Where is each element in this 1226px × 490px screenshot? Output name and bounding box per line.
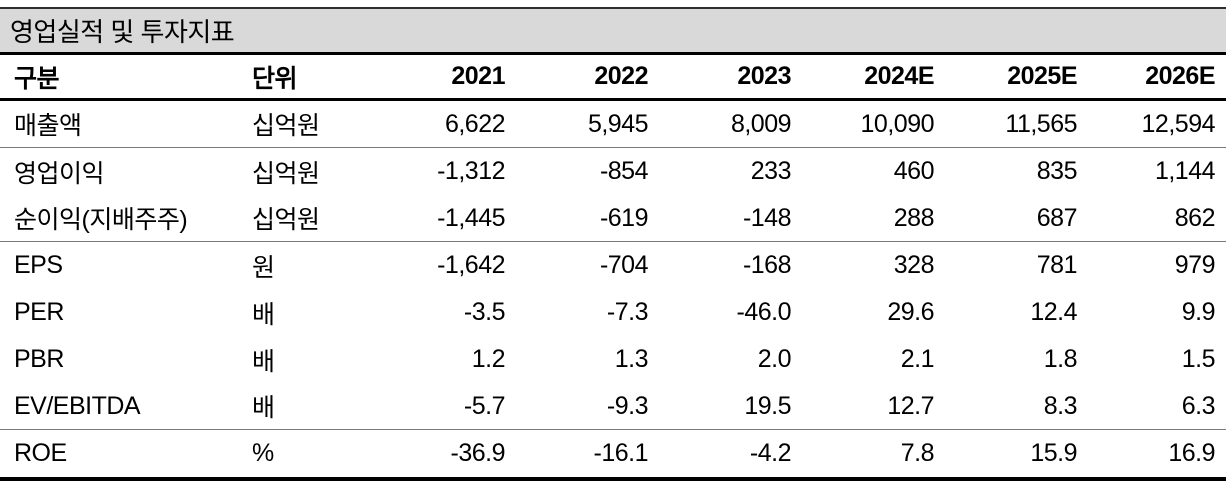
row-unit: 십억원: [252, 206, 320, 234]
value-cell: 233: [750, 157, 791, 185]
value-cell: 835: [1036, 157, 1077, 185]
row-label: ROE: [14, 439, 67, 467]
value-cell: -46.0: [736, 298, 791, 326]
value-cell: -16.1: [593, 439, 648, 467]
row-label: EPS: [14, 251, 63, 279]
value-cell: -704: [599, 251, 648, 279]
value-cell: 687: [1036, 203, 1077, 232]
value-cell: -1,445: [437, 203, 505, 232]
value-cell: 12.7: [887, 391, 934, 420]
value-cell: 979: [1174, 251, 1215, 279]
value-cell: 11,565: [1005, 109, 1077, 138]
table-row: ROE % -36.9 -16.1 -4.2 7.8 15.9 16.9: [0, 430, 1226, 477]
value-cell: -9.3: [606, 391, 648, 420]
column-header-unit: 단위: [252, 64, 298, 93]
value-cell: 1.8: [1043, 345, 1077, 373]
value-cell: -854: [599, 157, 648, 185]
value-cell: 2.1: [900, 345, 934, 373]
value-cell: 2.0: [757, 345, 791, 373]
row-label: PER: [14, 298, 64, 326]
row-unit: %: [252, 439, 274, 467]
table-title: 영업실적 및 투자지표: [10, 17, 235, 47]
value-cell: 15.9: [1030, 439, 1077, 467]
value-cell: 9.9: [1181, 298, 1215, 326]
column-header-2025e: 2025E: [1007, 62, 1077, 90]
value-cell: 8,009: [730, 109, 791, 138]
value-cell: 5,945: [587, 109, 648, 138]
table-row: 매출액 십억원 6,622 5,945 8,009 10,090 11,565 …: [0, 101, 1226, 148]
table-row: PBR 배 1.2 1.3 2.0 2.1 1.8 1.5: [0, 336, 1226, 383]
column-header-category: 구분: [14, 64, 60, 93]
value-cell: -7.3: [606, 298, 648, 326]
value-cell: -3.5: [463, 298, 505, 326]
table-row: 영업이익 십억원 -1,312 -854 233 460 835 1,144: [0, 148, 1226, 195]
row-label: 순이익(지배주주): [14, 206, 188, 234]
value-cell: 328: [893, 251, 934, 279]
value-cell: 1.3: [614, 345, 648, 373]
value-cell: 12.4: [1030, 298, 1077, 326]
value-cell: 781: [1036, 251, 1077, 279]
row-unit: 십억원: [252, 112, 320, 140]
value-cell: -619: [599, 203, 648, 232]
value-cell: -5.7: [463, 391, 505, 420]
value-cell: 460: [893, 157, 934, 185]
table-row: EPS 원 -1,642 -704 -168 328 781 979: [0, 242, 1226, 289]
row-label: PBR: [14, 345, 64, 373]
table-row: PER 배 -3.5 -7.3 -46.0 29.6 12.4 9.9: [0, 289, 1226, 336]
value-cell: -1,312: [437, 157, 505, 185]
value-cell: 1.5: [1181, 345, 1215, 373]
value-cell: 288: [893, 203, 934, 232]
row-unit: 십억원: [252, 159, 320, 188]
row-label: 매출액: [14, 112, 82, 140]
row-unit: 배: [252, 300, 275, 329]
column-header-2021: 2021: [451, 62, 505, 90]
row-label: EV/EBITDA: [14, 391, 141, 420]
value-cell: 10,090: [860, 109, 934, 138]
column-header-2022: 2022: [594, 62, 648, 90]
table-body: 매출액 십억원 6,622 5,945 8,009 10,090 11,565 …: [0, 101, 1226, 481]
financial-summary-table: 영업실적 및 투자지표 구분 단위 2021 2022 2023 2024E 2…: [0, 7, 1226, 481]
value-cell: 12,594: [1141, 109, 1215, 138]
value-cell: 6.3: [1181, 391, 1215, 420]
row-unit: 배: [252, 347, 275, 376]
value-cell: 29.6: [887, 298, 934, 326]
value-cell: -148: [742, 203, 791, 232]
table-header-row: 구분 단위 2021 2022 2023 2024E 2025E 2026E: [0, 55, 1226, 101]
value-cell: -1,642: [437, 251, 505, 279]
value-cell: 8.3: [1043, 391, 1077, 420]
value-cell: -4.2: [749, 439, 791, 467]
row-unit: 배: [252, 394, 275, 422]
table-row: 순이익(지배주주) 십억원 -1,445 -619 -148 288 687 8…: [0, 195, 1226, 242]
value-cell: 1,144: [1154, 157, 1215, 185]
column-header-2024e: 2024E: [864, 62, 934, 90]
value-cell: -36.9: [450, 439, 505, 467]
row-label: 영업이익: [14, 159, 105, 188]
value-cell: 19.5: [744, 391, 791, 420]
value-cell: 16.9: [1168, 439, 1215, 467]
value-cell: 6,622: [444, 109, 505, 138]
value-cell: -168: [742, 251, 791, 279]
table-title-bar: 영업실적 및 투자지표: [0, 9, 1226, 55]
row-unit: 원: [252, 253, 275, 282]
value-cell: 7.8: [900, 439, 934, 467]
column-header-2023: 2023: [737, 62, 791, 90]
table-row: EV/EBITDA 배 -5.7 -9.3 19.5 12.7 8.3 6.3: [0, 383, 1226, 430]
value-cell: 1.2: [471, 345, 505, 373]
value-cell: 862: [1174, 203, 1215, 232]
column-header-2026e: 2026E: [1145, 62, 1215, 90]
